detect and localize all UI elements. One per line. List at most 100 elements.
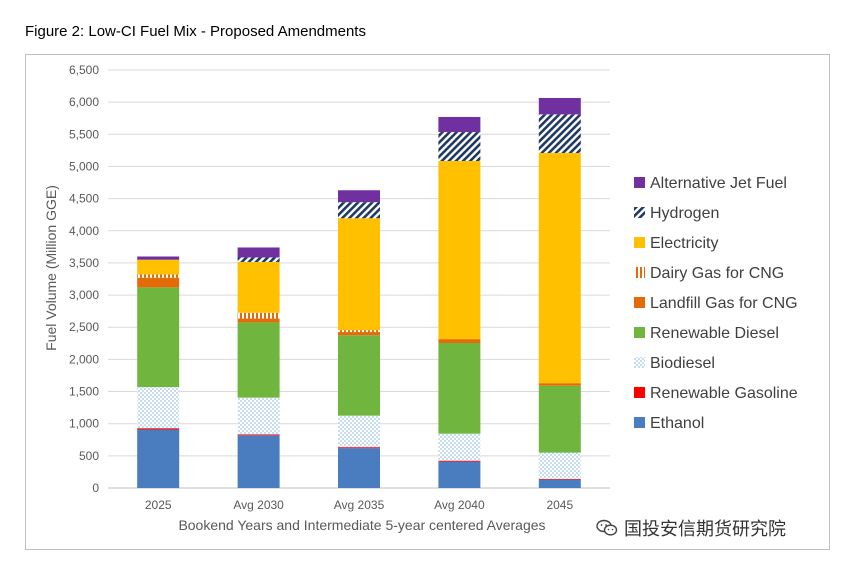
chart-frame [25,54,830,550]
bar-segment-electricity [538,152,581,384]
legend-label: Renewable Gasoline [650,385,798,402]
bar-segment-renewable-diesel [538,385,581,453]
y-axis-title: Fuel Volume (Million GGE) [43,185,59,351]
y-tick-label: 5,000 [69,159,99,173]
y-tick-label: 4,500 [69,192,99,206]
y-tick-label: 5,500 [69,127,99,141]
bar-segment-ethanol [338,448,380,488]
bar-segment-renewable-diesel [338,335,380,416]
legend-label: Renewable Diesel [650,325,779,342]
y-tick-label: 1,000 [69,417,99,431]
bar-segment-electricity [137,259,180,275]
bar-segment-biodiesel [237,397,280,435]
legend-label: Dairy Gas for CNG [650,265,784,282]
y-tick-label: 6,500 [69,63,99,77]
bar-segment-landfill-gas-for-cng [538,383,581,386]
y-tick-label: 2,500 [69,320,99,334]
bar-segment-renewable-diesel [137,287,180,388]
legend-swatch [634,207,645,218]
figure-title: Figure 2: Low-CI Fuel Mix - Proposed Ame… [25,23,366,40]
bar-segment-alternative-jet-fuel [338,190,380,203]
watermark-text: 国投安信期货研究院 [624,519,786,540]
wechat-icon [596,519,618,536]
bar-segment-renewable-gasoline [237,434,280,436]
bar-segment-alternative-jet-fuel [538,97,581,115]
bar-segment-landfill-gas-for-cng [237,318,280,323]
bar-segment-ethanol [237,435,280,488]
bar-segment-renewable-diesel [237,322,280,398]
x-tick-label: Avg 2030 [233,498,284,512]
legend-item-landfill-gas-for-cng: Landfill Gas for CNG [634,295,798,312]
y-tick-label: 0 [92,481,99,495]
x-axis-ticks: 2025 Avg 2030 Avg 2035 Avg 2040 2045 [145,498,574,512]
bar-segment-dairy-gas-for-cng [338,330,380,333]
legend-item-biodiesel: Biodiesel [634,355,715,372]
legend-swatch [634,417,645,428]
y-tick-label: 2,000 [69,352,99,366]
bar-segment-dairy-gas-for-cng [237,312,280,319]
legend-item-ethanol: Ethanol [634,415,704,432]
legend-item-renewable-diesel: Renewable Diesel [634,325,779,342]
bar-segment-renewable-gasoline [137,428,180,430]
legend-label: Electricity [650,235,718,252]
y-tick-label: 3,000 [69,288,99,302]
bar-segment-landfill-gas-for-cng [438,339,481,343]
x-tick-label: 2025 [145,498,172,512]
bars [137,97,581,488]
legend-item-renewable-gasoline: Renewable Gasoline [634,385,798,402]
legend-label: Ethanol [650,415,704,432]
bar-segment-electricity [338,218,380,331]
y-axis-ticks: 0 500 1,000 1,500 2,000 2,500 3,000 3,500 4,000 4… [69,63,99,495]
legend-swatch [634,327,645,338]
y-tick-label: 6,000 [69,95,99,109]
bar-segment-landfill-gas-for-cng [338,332,380,336]
legend-swatch [634,297,645,308]
bar-segment-hydrogen [237,257,280,262]
bar-stack-2025 [137,256,180,488]
bar-stack-2045 [538,97,581,488]
bar-segment-electricity [438,160,481,340]
bar-segment-renewable-gasoline [538,478,581,480]
legend-swatch [634,387,645,398]
x-axis-title: Bookend Years and Intermediate 5-year ce… [178,517,545,533]
y-tick-label: 3,500 [69,256,99,270]
bar-segment-ethanol [137,429,180,488]
bar-segment-alternative-jet-fuel [137,256,180,260]
y-tick-label: 4,000 [69,224,99,238]
bar-segment-renewable-gasoline [438,460,481,462]
bar-segment-ethanol [538,479,581,488]
bar-segment-hydrogen [438,132,481,161]
legend-label: Landfill Gas for CNG [650,295,798,312]
bar-segment-renewable-gasoline [338,447,380,449]
bar-stack-avg-2040 [438,116,481,488]
bar-segment-ethanol [438,461,481,488]
legend-swatch [634,237,645,248]
bar-segment-biodiesel [538,452,581,479]
bar-segment-alternative-jet-fuel [237,247,280,258]
legend: Alternative Jet Fuel Hydrogen Electricity D… [634,175,798,432]
x-tick-label: 2045 [546,498,573,512]
legend-item-dairy-gas-for-cng: Dairy Gas for CNG [634,265,784,282]
bar-segment-biodiesel [137,387,180,429]
x-tick-label: Avg 2040 [434,498,485,512]
legend-label: Alternative Jet Fuel [650,175,787,192]
legend-swatch [634,357,645,368]
bar-segment-electricity [237,261,280,313]
x-tick-label: Avg 2035 [334,498,385,512]
bar-segment-hydrogen [538,114,581,153]
bar-segment-alternative-jet-fuel [438,116,481,133]
legend-label: Hydrogen [650,205,719,222]
legend-item-hydrogen: Hydrogen [634,205,719,222]
legend-swatch [634,267,645,278]
bar-segment-landfill-gas-for-cng [137,277,180,288]
bar-segment-biodiesel [338,415,380,448]
legend-item-alternative-jet-fuel: Alternative Jet Fuel [634,175,787,192]
bar-segment-biodiesel [438,433,481,461]
bar-stack-avg-2030 [237,247,280,488]
y-tick-label: 500 [79,449,99,463]
legend-label: Biodiesel [650,355,715,372]
y-tick-label: 1,500 [69,385,99,399]
legend-item-electricity: Electricity [634,235,718,252]
bar-segment-renewable-diesel [438,342,481,434]
